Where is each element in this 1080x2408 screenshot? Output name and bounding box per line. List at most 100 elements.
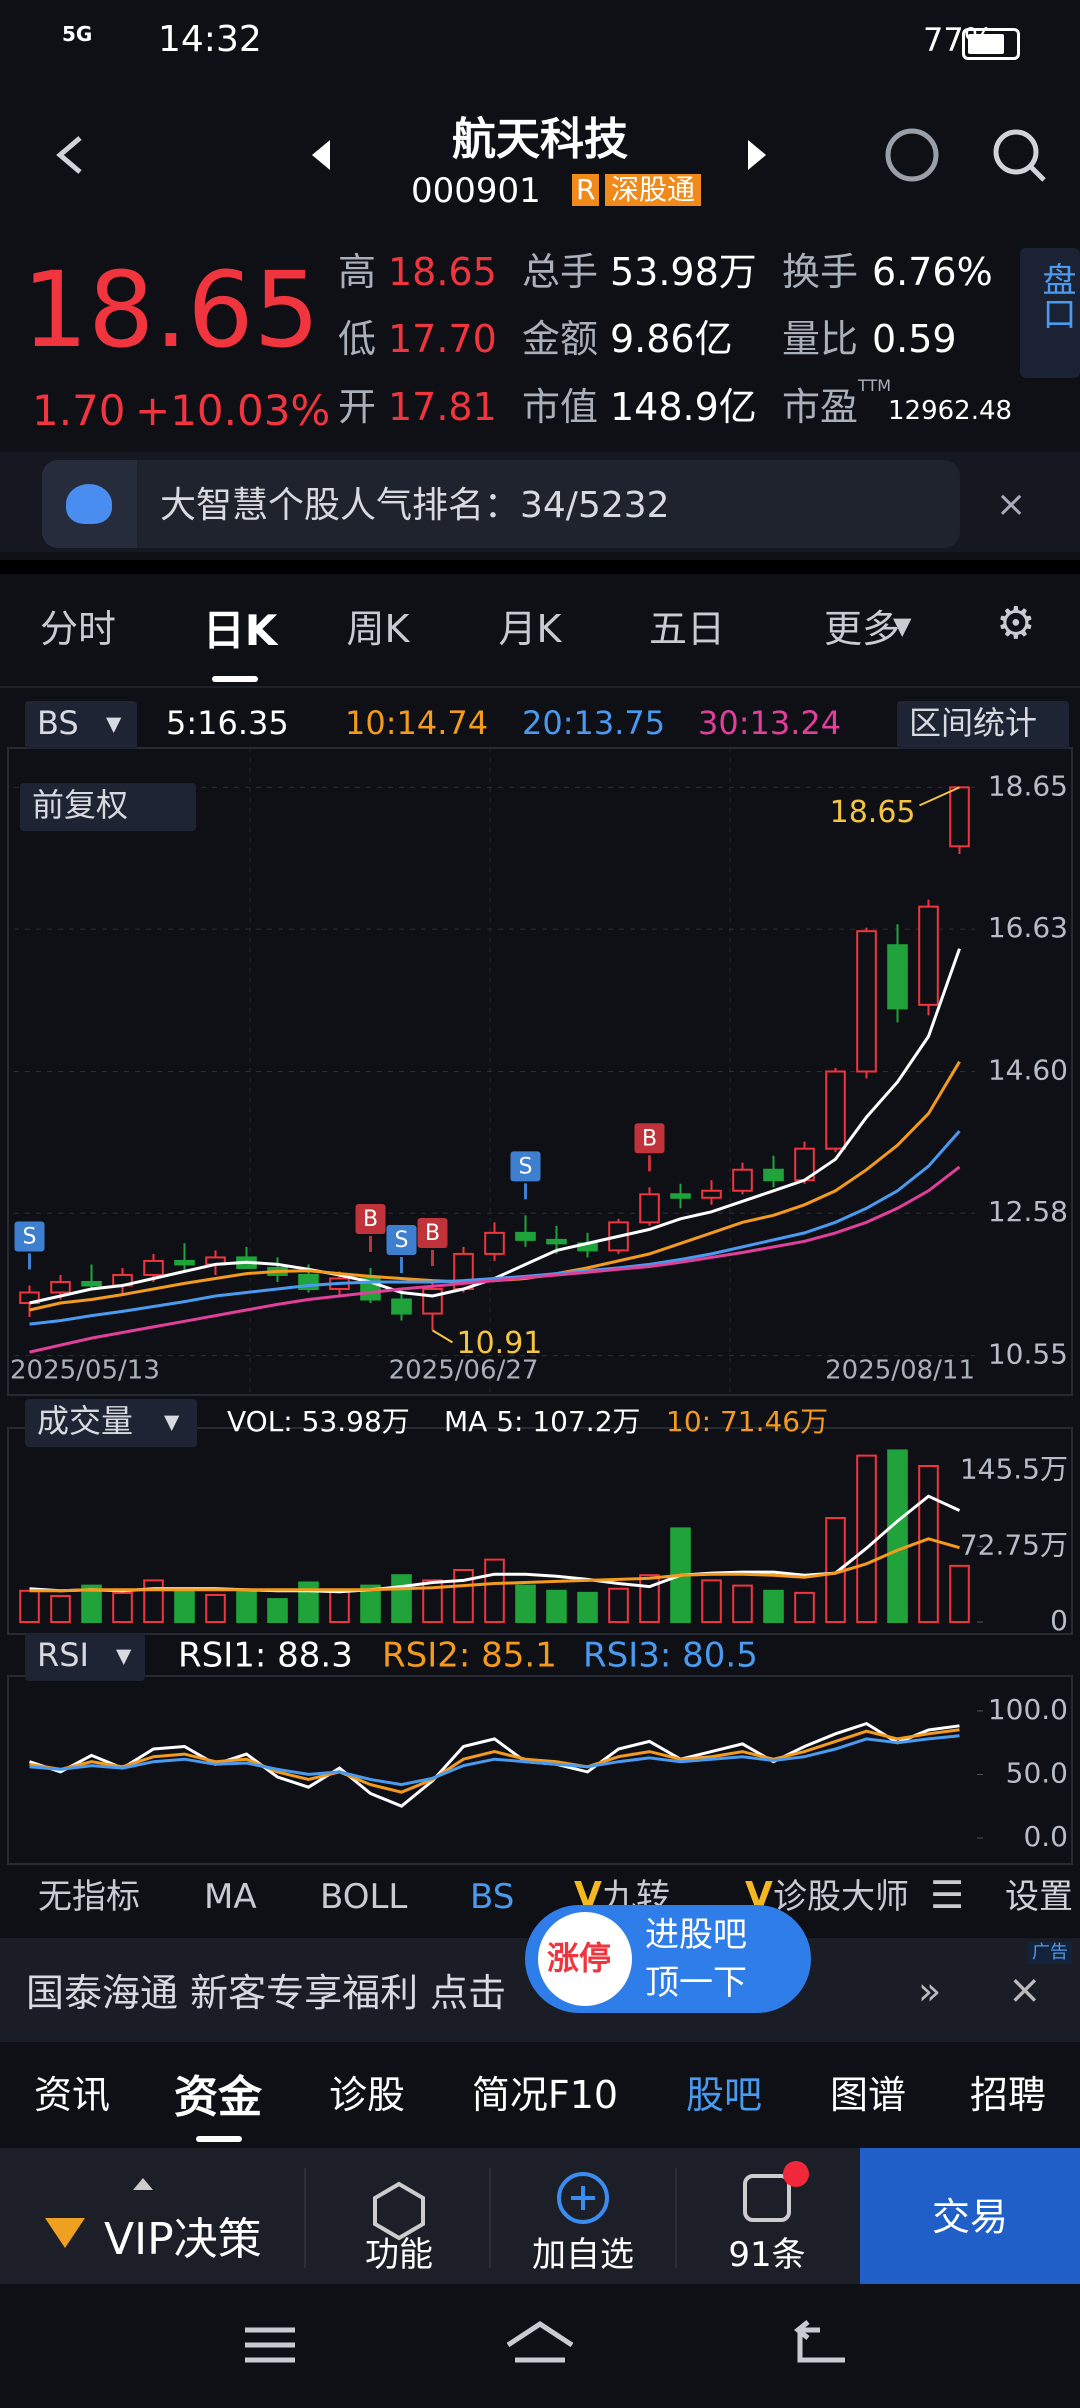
stat-label: 低: [338, 317, 377, 361]
bottom-tab[interactable]: 资讯: [33, 2073, 111, 2117]
next[interactable]: [748, 140, 766, 170]
legend-entry: MA 5: 107.2万: [444, 1405, 641, 1438]
volume-bar: [329, 1589, 350, 1624]
panel-title: RSI: [37, 1636, 89, 1674]
panel-title-box: [25, 1633, 145, 1681]
volume-bar: [484, 1558, 505, 1623]
bubble-line2: 顶一下: [645, 1963, 747, 2003]
nav-label[interactable]: 加自选: [532, 2235, 634, 2275]
banner-text: 大智慧个股人气排名：34/5232: [160, 485, 670, 526]
stat-value: 148.9亿: [610, 385, 757, 429]
period-tab[interactable]: 月K: [498, 607, 562, 651]
bottom-tab[interactable]: 简况F10: [471, 2073, 619, 2117]
header-icons: [56, 128, 1046, 182]
stats-button: 区间统计: [909, 704, 1037, 742]
volume-bar: [174, 1587, 195, 1623]
y-tick-label: 100.0: [988, 1693, 1068, 1726]
settings-gear[interactable]: ⚙: [996, 598, 1036, 649]
volume-bar: [391, 1574, 412, 1623]
y-tick-label: 18.65: [988, 769, 1068, 802]
candle-body: [422, 1287, 443, 1315]
nav-label[interactable]: 交易: [931, 2195, 1009, 2239]
annotation: 18.65: [830, 795, 916, 830]
system-nav: [245, 2320, 845, 2363]
search[interactable]: [993, 129, 1039, 175]
volume-bar: [267, 1598, 288, 1623]
series-line: [29, 1060, 961, 1312]
signal-box: [14, 1221, 45, 1252]
func-icon: [373, 2181, 425, 2241]
nav-label[interactable]: 91条: [728, 2235, 806, 2275]
vip-icon: [45, 2218, 85, 2248]
nav-label[interactable]: VIP决策: [104, 2214, 262, 2265]
up-arrow: [133, 2178, 153, 2190]
indicator-tab[interactable]: MA: [204, 1877, 257, 1917]
signal-label: S: [23, 1224, 37, 1249]
panel-frame: [7, 747, 1073, 1396]
candle-body: [19, 1291, 40, 1305]
settings-icon[interactable]: ☰: [930, 1873, 965, 1917]
ad-more[interactable]: »: [918, 1969, 942, 2013]
candle-body: [639, 1193, 660, 1224]
candle-body: [856, 930, 877, 1073]
bottom-tab[interactable]: 图谱: [829, 2073, 907, 2117]
series-line: [29, 1494, 961, 1594]
stat-label: 市值: [522, 385, 599, 429]
ad-close[interactable]: ×: [1008, 1967, 1042, 2013]
signal-box: [355, 1203, 386, 1234]
bottom-tab[interactable]: 诊股: [328, 2073, 406, 2117]
refresh[interactable]: [885, 128, 939, 182]
trade-bg[interactable]: [860, 2148, 1080, 2284]
volume-bar: [918, 1465, 939, 1623]
legend-entry: 5:16.35: [166, 704, 289, 742]
bottom-tab[interactable]: 招聘: [969, 2073, 1047, 2117]
stat-label: 换手: [782, 250, 859, 294]
indicator-tab[interactable]: 诊股大师: [773, 1877, 909, 1917]
period-tab[interactable]: 日K: [202, 606, 278, 655]
volume-bar: [515, 1584, 536, 1623]
stat-value: 53.98万: [610, 250, 757, 294]
back[interactable]: [56, 136, 82, 174]
caret: ▼: [106, 712, 122, 736]
indicator-tab[interactable]: 无指标: [38, 1877, 140, 1917]
y-tick-label: 14.60: [988, 1054, 1068, 1087]
indicator-tab[interactable]: BS: [470, 1877, 515, 1917]
annotation-line: [431, 1329, 454, 1344]
side-button[interactable]: 盘口: [1036, 262, 1076, 330]
nav-label[interactable]: 功能: [365, 2235, 433, 2275]
change: 1.70: [32, 386, 126, 435]
more-caret[interactable]: ▼: [893, 612, 912, 640]
period-tab[interactable]: 五日: [648, 607, 726, 651]
bubble-badge: 涨停: [547, 1939, 612, 1977]
side-panel[interactable]: 盘口: [1020, 248, 1080, 378]
panel-frame: [7, 1675, 1073, 1865]
volume-bar: [856, 1454, 877, 1623]
candle-body: [949, 786, 970, 848]
bottom-tab[interactable]: 股吧: [685, 2073, 763, 2117]
banner-close[interactable]: ×: [996, 484, 1027, 525]
prev[interactable]: [312, 140, 330, 170]
stat-label: 市盈: [782, 385, 859, 429]
period-tab[interactable]: 分时: [39, 607, 117, 651]
period-tab[interactable]: 更多: [823, 607, 901, 651]
signal-box: [417, 1217, 448, 1248]
stat-label: 开: [338, 385, 377, 429]
stat-value: 18.65: [388, 250, 497, 294]
indicator-tab[interactable]: BOLL: [320, 1877, 408, 1917]
bottom-tab[interactable]: 资金: [174, 2072, 262, 2123]
banner[interactable]: [42, 460, 960, 548]
volume-bar: [732, 1584, 753, 1623]
stat-label: 量比: [782, 317, 859, 361]
candle-body: [732, 1168, 753, 1192]
panel-title: 成交量: [37, 1402, 133, 1440]
volume-bar: [422, 1579, 443, 1624]
period-tab[interactable]: 周K: [346, 607, 410, 651]
settings[interactable]: 设置: [1005, 1877, 1073, 1917]
signal-label: B: [363, 1207, 378, 1232]
y-tick-label: 0: [1050, 1604, 1068, 1637]
volume-bar: [639, 1574, 660, 1623]
y-tick-label: 72.75万: [960, 1528, 1068, 1561]
tab-divider: [0, 686, 1080, 688]
divider: [0, 560, 1080, 574]
